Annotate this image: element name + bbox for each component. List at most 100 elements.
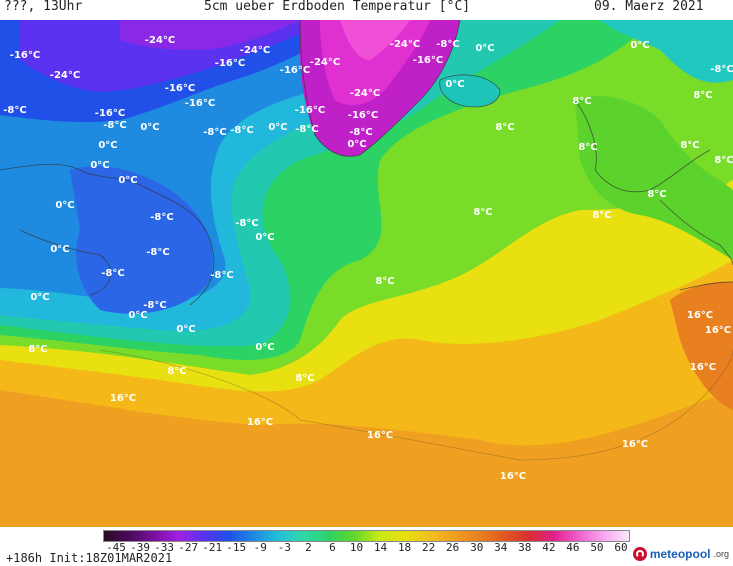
- color-scale-tick: -39: [130, 541, 150, 554]
- isotherm-label: -8°C: [710, 64, 733, 75]
- meteopool-logo[interactable]: meteopool .org: [632, 547, 729, 561]
- model-run-label: +186h Init:18Z01MAR2021: [6, 551, 173, 565]
- isotherm-label: 0°C: [445, 79, 464, 90]
- isotherm-label: 8°C: [680, 140, 699, 151]
- color-scale-bar: [103, 530, 630, 542]
- isotherm-label: 8°C: [28, 344, 47, 355]
- isotherm-label: -16°C: [215, 58, 245, 69]
- temperature-field: -16°C-24°C-8°C-24°C-24°C-16°C -24°C-16°C-…: [0, 20, 733, 527]
- isotherm-label: 0°C: [30, 292, 49, 303]
- map-header: ???, 13Uhr 5cm ueber Erdboden Temperatur…: [0, 0, 733, 20]
- isotherm-label: 8°C: [714, 155, 733, 166]
- isotherm-label: 0°C: [55, 200, 74, 211]
- isotherm-label: 16°C: [247, 417, 273, 428]
- color-scale-tick: 34: [494, 541, 508, 554]
- color-scale: -45 -39 -33 -27 -21 -15 -9 -3 2 6 10 14 18 22 26 30 34 38…: [0, 527, 733, 566]
- isotherm-label: -16°C: [165, 83, 195, 94]
- isotherm-label: -8°C: [3, 105, 26, 116]
- isotherm-labels: -16°C-24°C-8°C-24°C-24°C-16°C -24°C-16°C-…: [3, 35, 733, 482]
- color-scale-tick: 14: [373, 541, 388, 554]
- isotherm-label: 16°C: [500, 471, 526, 482]
- isotherm-label: -16°C: [280, 65, 310, 76]
- isotherm-label: 8°C: [572, 96, 591, 107]
- isotherm-label: 0°C: [118, 175, 137, 186]
- isotherm-label: 8°C: [375, 276, 394, 287]
- color-scale-tick: -45: [106, 541, 126, 554]
- isotherm-label: -16°C: [185, 98, 215, 109]
- color-scale-tick: 22: [421, 541, 436, 554]
- isotherm-label: 0°C: [268, 122, 287, 133]
- color-scale-tick: 50: [590, 541, 604, 554]
- isotherm-label: 0°C: [98, 140, 117, 151]
- color-scale-tick: 2: [305, 541, 312, 554]
- isotherm-label: 16°C: [705, 325, 731, 336]
- color-scale-tick: 30: [470, 541, 484, 554]
- map-title: 5cm ueber Erdboden Temperatur [°C]: [204, 0, 471, 14]
- isotherm-label: -16°C: [295, 105, 325, 116]
- isotherm-label: 0°C: [255, 342, 274, 353]
- color-scale-tick: 18: [397, 541, 412, 554]
- color-scale-tick: 42: [542, 541, 556, 554]
- color-scale-tick: 60: [614, 541, 628, 554]
- valid-date-label: 09. Maerz 2021: [594, 0, 704, 14]
- isotherm-label: -16°C: [348, 110, 378, 121]
- isotherm-label: 0°C: [255, 232, 274, 243]
- isotherm-label: 8°C: [647, 189, 666, 200]
- isotherm-label: -16°C: [413, 55, 443, 66]
- isotherm-label: -24°C: [240, 45, 270, 56]
- isotherm-label: -24°C: [390, 39, 420, 50]
- isotherm-label: -8°C: [150, 212, 173, 223]
- temperature-map[interactable]: -16°C -24°C -8°C -24°C -24°C -16°C -24°C -16°C -…: [0, 20, 733, 527]
- isotherm-label: 0°C: [630, 40, 649, 51]
- color-scale-tick: 6: [329, 541, 336, 554]
- isotherm-label: 16°C: [690, 362, 716, 373]
- isotherm-label: 0°C: [475, 43, 494, 54]
- location-time-label: ???, 13Uhr: [4, 0, 83, 14]
- isotherm-label: -8°C: [210, 270, 233, 281]
- isotherm-label: 8°C: [578, 142, 597, 153]
- color-scale-tick: -21: [202, 541, 223, 554]
- meteopool-logo-icon: [632, 547, 647, 561]
- isotherm-label: -16°C: [95, 108, 125, 119]
- isotherm-label: -8°C: [349, 127, 372, 138]
- isotherm-label: 8°C: [473, 207, 492, 218]
- isotherm-label: 8°C: [295, 373, 314, 384]
- isotherm-label: 8°C: [693, 90, 712, 101]
- isotherm-label: 16°C: [367, 430, 393, 441]
- isotherm-label: -24°C: [145, 35, 175, 46]
- isotherm-label: -8°C: [235, 218, 258, 229]
- isotherm-label: -8°C: [146, 247, 169, 258]
- isotherm-label: 0°C: [176, 324, 195, 335]
- color-scale-tick: 10: [349, 541, 364, 554]
- logo-name: meteopool: [649, 547, 711, 561]
- color-scale-tick: -15: [226, 541, 247, 554]
- isotherm-label: 0°C: [347, 139, 366, 150]
- color-scale-tick: -27: [178, 541, 199, 554]
- isotherm-label: 0°C: [50, 244, 69, 255]
- isotherm-label: -24°C: [310, 57, 340, 68]
- isotherm-label: -8°C: [230, 125, 253, 136]
- isotherm-label: -24°C: [350, 88, 380, 99]
- isotherm-label: -24°C: [50, 70, 80, 81]
- isotherm-label: 8°C: [167, 366, 186, 377]
- isotherm-label: 8°C: [495, 122, 514, 133]
- isotherm-label: 0°C: [90, 160, 109, 171]
- logo-tld: .org: [713, 549, 729, 559]
- isotherm-label: -8°C: [101, 268, 124, 279]
- isotherm-label: -8°C: [103, 120, 126, 131]
- isotherm-label: 8°C: [592, 210, 611, 221]
- color-scale-tick: -33: [154, 541, 175, 554]
- isotherm-label: -8°C: [436, 39, 459, 50]
- color-scale-tick: 38: [518, 541, 532, 554]
- isotherm-label: 0°C: [140, 122, 159, 133]
- isotherm-label: -8°C: [203, 127, 226, 138]
- color-scale-tick: 26: [446, 541, 460, 554]
- isotherm-label: 16°C: [622, 439, 648, 450]
- isotherm-label: -8°C: [143, 300, 166, 311]
- isotherm-label: 16°C: [687, 310, 713, 321]
- color-scale-tick: -9: [253, 541, 267, 554]
- color-scale-tick: -3: [277, 541, 291, 554]
- isotherm-label: 16°C: [110, 393, 136, 404]
- isotherm-label: -8°C: [295, 124, 318, 135]
- isotherm-label: 0°C: [128, 310, 147, 321]
